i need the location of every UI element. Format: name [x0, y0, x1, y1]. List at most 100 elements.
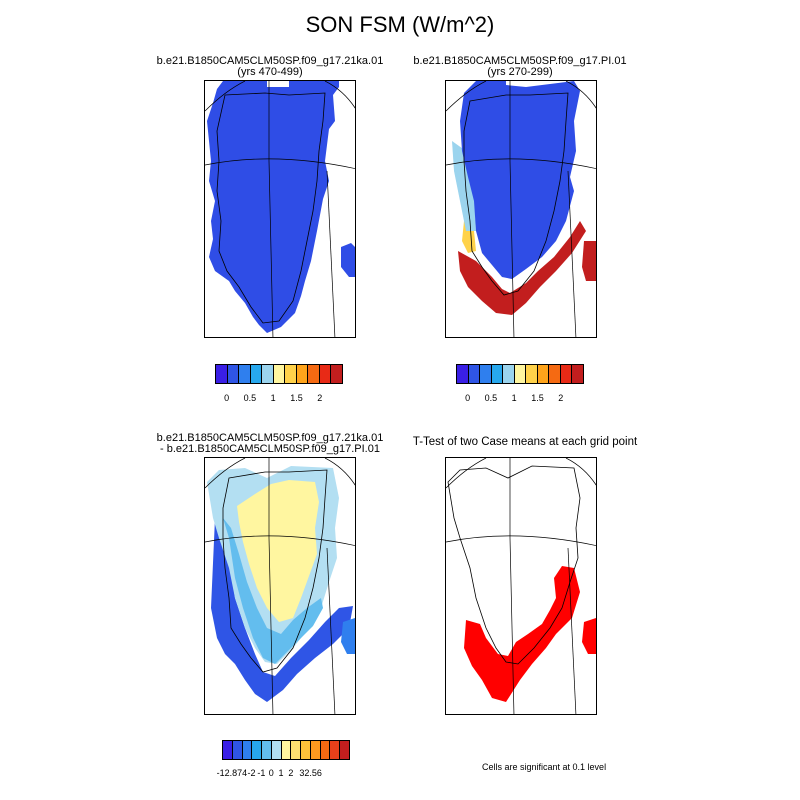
significant-region-east-ttest	[582, 618, 596, 654]
colorbar-difference-swatch	[252, 741, 263, 759]
colorbar-21ka-tick-label: 0.5	[243, 393, 257, 403]
colorbar-difference-ticks: -12.874 -2 -1 0 1 2 32.56	[217, 768, 350, 780]
colorbar-difference-swatch	[281, 741, 292, 759]
grid-line-parallel-1	[205, 535, 355, 546]
coast-outline-ttest	[447, 465, 581, 665]
colorbar-difference-tick-label: 2	[288, 768, 294, 778]
grid-line-parallel-2	[324, 458, 355, 486]
colorbar-difference-swatch	[310, 741, 321, 759]
panel-4-title: T-Test of two Case means at each grid po…	[412, 436, 638, 448]
colorbar-21ka-swatch	[216, 365, 228, 383]
colorbar-pi-tick-label: 2	[558, 393, 564, 403]
colorbar-21ka-tick-label: 1	[270, 393, 276, 403]
ice-sheet-21ka	[207, 81, 339, 333]
grid-line-meridian-2	[326, 547, 336, 714]
colorbar-difference-swatch	[232, 741, 243, 759]
grid-line-meridian-1	[268, 458, 274, 714]
map-difference	[205, 458, 355, 714]
colorbar-difference-swatch	[242, 741, 253, 759]
colorbar-21ka-swatch	[319, 365, 332, 383]
colorbar-pi-swatch	[572, 365, 584, 383]
grid-line-parallel-2	[565, 81, 596, 109]
colorbar-pi-tick-label: 1	[511, 393, 517, 403]
colorbar-21ka-tick-label: 1.5	[290, 393, 303, 403]
grid-line-meridian-1	[268, 81, 274, 337]
figure-title: SON FSM (W/m^2)	[305, 12, 495, 37]
grid-line-meridian-1	[509, 458, 515, 714]
diff-outer-dark-zone	[211, 518, 353, 702]
map-panel-ttest	[445, 457, 597, 715]
grid-line-parallel-2	[565, 458, 596, 486]
colorbar-difference-swatch	[320, 741, 331, 759]
panel-1-title-years: (yrs 470-499)	[237, 66, 303, 78]
ice-sheet-outline-pi	[463, 92, 569, 296]
grid-line-parallel-1	[446, 158, 596, 169]
panel-3-title: b.e21.B1850CAM5CLM50SP.f09_g17.21ka.01 -…	[145, 433, 395, 455]
colorbar-difference-swatch	[340, 741, 349, 759]
colorbar-difference-swatch	[223, 741, 233, 759]
colorbar-difference-tick-label: 0	[268, 768, 274, 778]
colorbar-21ka-swatch	[331, 365, 343, 383]
colorbar-21ka	[215, 364, 343, 384]
grid-line-meridian-1	[509, 81, 515, 337]
colorbar-pi-swatch	[514, 365, 527, 383]
panel-2-title: b.e21.B1850CAM5CLM50SP.f09_g17.PI.01 (yr…	[395, 56, 645, 78]
map-panel-pi	[445, 80, 597, 338]
colorbar-21ka-tick-label: 0	[224, 393, 230, 403]
colorbar-pi-ticks: 0 0.5 1 1.5 2	[456, 393, 584, 405]
grid-line-parallel-3	[205, 458, 246, 489]
colorbar-21ka-swatch	[296, 365, 309, 383]
coastal-transition-zone-pi	[462, 221, 476, 253]
colorbar-pi-swatch	[491, 365, 504, 383]
colorbar-21ka-swatch	[239, 365, 251, 383]
colorbar-pi-swatch	[526, 365, 538, 383]
colorbar-difference-swatch	[262, 741, 272, 759]
colorbar-21ka-swatch	[273, 365, 286, 383]
colorbar-difference-swatch	[291, 741, 302, 759]
colorbar-21ka-swatch	[227, 365, 240, 383]
grid-line-meridian-2	[567, 170, 577, 337]
colorbar-difference-swatch	[271, 741, 282, 759]
panel-1-title: b.e21.B1850CAM5CLM50SP.f09_g17.21ka.01 (…	[145, 56, 395, 78]
significance-note: Cells are significant at 0.1 level	[482, 762, 607, 772]
map-pi	[446, 81, 596, 337]
colorbar-pi-swatch	[549, 365, 561, 383]
ice-sheet-outline-21ka	[216, 92, 326, 324]
coastal-melt-zone-pi	[458, 221, 586, 315]
panel-3-title-case: b.e21.B1850CAM5CLM50SP.f09_g17.21ka.01	[156, 432, 384, 444]
colorbar-21ka-ticks: 0 0.5 1 1.5 2	[215, 393, 343, 405]
significant-region-ttest	[464, 566, 580, 702]
panel-1-title-case: b.e21.B1850CAM5CLM50SP.f09_g17.21ka.01	[156, 55, 384, 67]
diff-mid-blue-zone	[223, 518, 323, 664]
landmass-east-difference	[341, 618, 355, 654]
panel-2-title-years: (yrs 270-299)	[487, 66, 553, 78]
colorbar-pi-swatch	[560, 365, 573, 383]
colorbar-difference-tick-label: 1	[278, 768, 284, 778]
colorbar-21ka-swatch	[285, 365, 297, 383]
colorbar-pi-swatch	[468, 365, 481, 383]
colorbar-difference-tick-label: 32.56	[299, 768, 322, 778]
colorbar-21ka-swatch	[308, 365, 320, 383]
colorbar-difference-tick-label: -12.874	[216, 768, 248, 778]
grid-line-parallel-1	[205, 158, 355, 169]
colorbar-difference	[222, 740, 350, 760]
map-panel-difference	[204, 457, 356, 715]
grid-line-meridian-2	[567, 547, 577, 714]
grid-line-parallel-2	[324, 81, 355, 109]
colorbar-21ka-tick-label: 2	[317, 393, 323, 403]
grid-line-parallel-3	[446, 458, 487, 489]
panel-3-title-minus-case: - b.e21.B1850CAM5CLM50SP.f09_g17.PI.01	[160, 443, 380, 455]
grid-line-parallel-1	[446, 535, 596, 546]
colorbar-21ka-swatch	[250, 365, 263, 383]
landmass-east-pi	[582, 241, 596, 281]
map-panel-21ka	[204, 80, 356, 338]
colorbar-pi	[456, 364, 584, 384]
map-21ka	[205, 81, 355, 337]
colorbar-difference-tick-label: -1	[257, 768, 266, 778]
colorbar-pi-swatch	[503, 365, 515, 383]
colorbar-21ka-swatch	[262, 365, 274, 383]
ice-sheet-pi	[460, 81, 580, 279]
grid-line-parallel-3	[205, 81, 246, 112]
diff-positive-zone	[237, 480, 319, 622]
colorbar-pi-swatch	[457, 365, 469, 383]
